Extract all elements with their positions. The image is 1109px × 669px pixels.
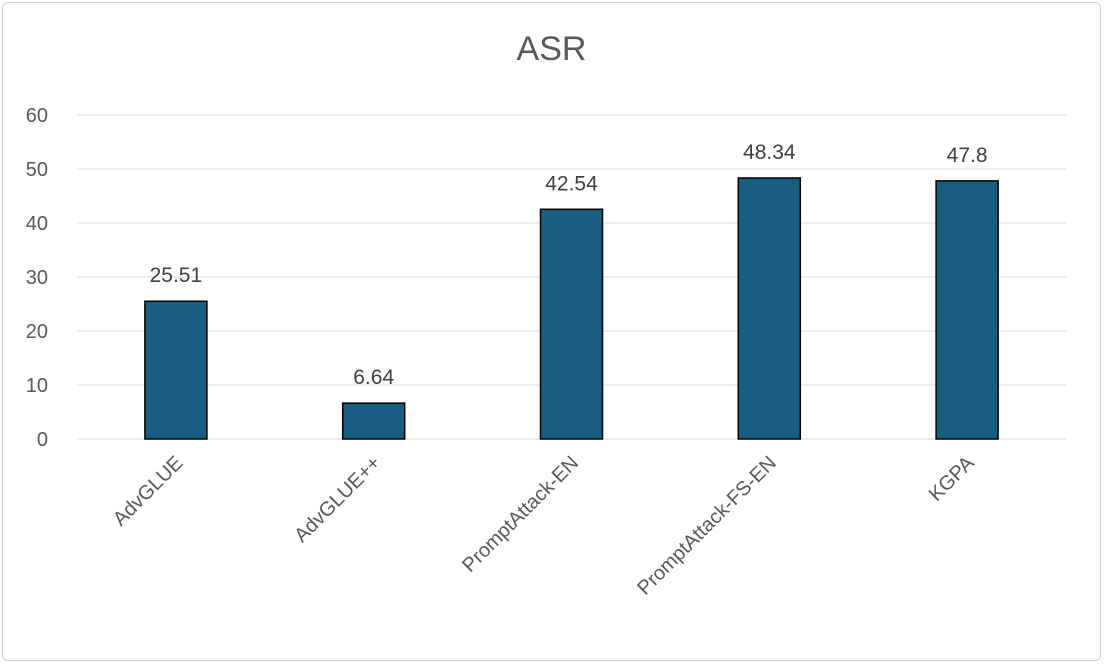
y-tick-label: 60 [26, 105, 48, 127]
x-tick-label: AdvGLUE [109, 452, 187, 530]
data-label: 25.51 [150, 264, 203, 287]
y-tick-label: 20 [26, 321, 48, 343]
data-label: 48.34 [743, 141, 796, 164]
y-tick-label: 0 [37, 429, 48, 451]
x-tick-label: KGPA [925, 452, 979, 506]
bar [341, 402, 406, 440]
bar [539, 208, 604, 440]
data-label: 6.64 [353, 366, 394, 389]
x-tick-label: AdvGLUE++ [290, 452, 385, 547]
y-tick-label: 40 [26, 213, 48, 235]
bar [737, 177, 802, 440]
bar [935, 180, 999, 440]
chart-title: ASR [516, 30, 587, 68]
x-tick-label: PromptAttack-EN [458, 452, 583, 577]
y-tick-label: 30 [26, 267, 48, 289]
data-label: 47.8 [947, 144, 988, 167]
data-label: 42.54 [545, 172, 598, 195]
bar [144, 300, 208, 440]
x-tick-label: PromptAttack-FS-EN [633, 452, 781, 600]
y-tick-label: 10 [26, 375, 48, 397]
y-tick-label: 50 [26, 159, 48, 181]
